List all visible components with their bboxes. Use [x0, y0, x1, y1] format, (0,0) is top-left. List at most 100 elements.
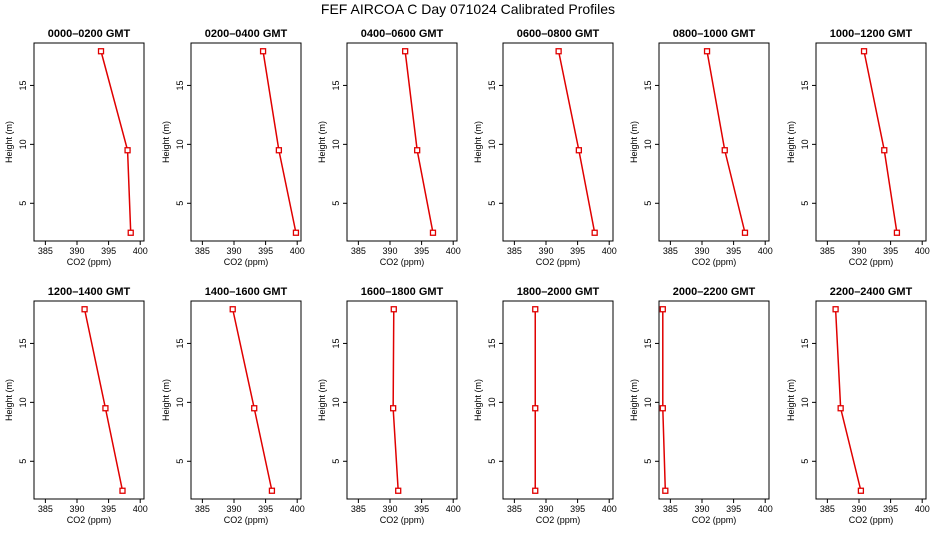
- x-axis-label: CO2 (ppm): [536, 257, 581, 267]
- x-axis-label: CO2 (ppm): [224, 257, 269, 267]
- x-tick-label: 400: [290, 246, 305, 256]
- y-tick-label: 5: [643, 201, 653, 206]
- panel-frame: [502, 42, 614, 242]
- data-point: [893, 229, 901, 236]
- y-tick-label: 5: [175, 459, 185, 464]
- panel-frame: [658, 300, 770, 500]
- y-axis-label: Height (m): [473, 379, 483, 421]
- x-tick-label: 390: [226, 246, 241, 256]
- data-point: [402, 48, 409, 55]
- x-axis-label: CO2 (ppm): [67, 515, 112, 525]
- y-tick-label: 10: [18, 139, 28, 149]
- profile-line: [231, 309, 273, 491]
- panel-frame: [502, 300, 614, 500]
- x-axis-label: CO2 (ppm): [849, 515, 894, 525]
- y-tick-label: 5: [18, 459, 28, 464]
- x-tick-label: 385: [351, 246, 366, 256]
- x-tick-label: 385: [195, 246, 210, 256]
- profile-line: [834, 309, 862, 491]
- y-tick-label: 5: [331, 459, 341, 464]
- panel-title: 0600–0800 GMT: [517, 28, 600, 40]
- y-tick-label: 5: [643, 459, 653, 464]
- y-tick-label: 15: [800, 338, 810, 348]
- data-point: [229, 306, 236, 313]
- data-point: [832, 306, 839, 313]
- x-tick-label: 400: [915, 504, 930, 514]
- panel-title: 0800–1000 GMT: [673, 28, 756, 40]
- data-point: [857, 487, 865, 494]
- panel-title: 1600–1800 GMT: [361, 286, 444, 298]
- panel-frame: [33, 300, 145, 500]
- profile-line: [83, 309, 124, 491]
- y-axis-label: Height (m): [4, 121, 14, 163]
- x-tick-label: 385: [663, 246, 678, 256]
- x-tick-label: 385: [820, 504, 835, 514]
- data-point: [703, 48, 711, 55]
- data-point: [591, 229, 598, 236]
- y-tick-label: 5: [800, 459, 810, 464]
- x-tick-label: 400: [290, 504, 305, 514]
- y-tick-label: 5: [487, 459, 497, 464]
- panel-title: 1200–1400 GMT: [48, 286, 131, 298]
- y-tick-label: 15: [175, 338, 185, 348]
- panel-frame: [33, 42, 145, 242]
- y-tick-label: 10: [331, 397, 341, 407]
- x-axis-label: CO2 (ppm): [380, 515, 425, 525]
- data-point: [532, 405, 539, 412]
- data-point: [532, 487, 539, 494]
- data-point: [555, 48, 562, 55]
- panel-frame: [346, 300, 458, 500]
- data-point: [414, 147, 421, 154]
- y-tick-label: 10: [175, 139, 185, 149]
- y-axis-label: Height (m): [786, 121, 796, 163]
- x-tick-label: 390: [694, 246, 709, 256]
- y-tick-label: 10: [643, 397, 653, 407]
- panel-title: 2200–2400 GMT: [830, 286, 913, 298]
- data-point: [97, 48, 105, 55]
- x-tick-label: 395: [101, 504, 116, 514]
- x-axis-label: CO2 (ppm): [849, 257, 894, 267]
- x-tick-label: 395: [570, 246, 585, 256]
- x-tick-label: 390: [851, 504, 866, 514]
- y-tick-label: 10: [331, 139, 341, 149]
- y-tick-label: 15: [175, 80, 185, 90]
- x-axis-label: CO2 (ppm): [224, 515, 269, 525]
- x-tick-label: 400: [758, 504, 773, 514]
- y-tick-label: 10: [487, 397, 497, 407]
- y-tick-label: 10: [18, 397, 28, 407]
- page-title: FEF AIRCOA C Day 071024 Calibrated Profi…: [320, 1, 616, 17]
- y-tick-label: 5: [18, 201, 28, 206]
- x-tick-label: 395: [101, 246, 116, 256]
- x-tick-label: 385: [351, 504, 366, 514]
- panel-frame: [346, 42, 458, 242]
- y-tick-label: 5: [331, 201, 341, 206]
- profile-line: [863, 51, 898, 233]
- x-tick-label: 395: [570, 504, 585, 514]
- data-point: [662, 487, 669, 494]
- panel-frame: [190, 42, 302, 242]
- y-tick-label: 5: [487, 201, 497, 206]
- x-tick-label: 385: [195, 504, 210, 514]
- x-tick-label: 385: [507, 504, 522, 514]
- x-tick-label: 390: [69, 504, 84, 514]
- y-axis-label: Height (m): [4, 379, 14, 421]
- x-tick-label: 400: [915, 246, 930, 256]
- y-axis-label: Height (m): [317, 379, 327, 421]
- data-point: [395, 487, 402, 494]
- data-point: [721, 147, 728, 154]
- x-tick-label: 395: [883, 504, 898, 514]
- y-tick-label: 10: [643, 139, 653, 149]
- x-tick-label: 385: [663, 504, 678, 514]
- x-tick-label: 390: [382, 504, 397, 514]
- x-tick-label: 395: [258, 504, 273, 514]
- x-tick-label: 395: [258, 246, 273, 256]
- data-point: [659, 306, 666, 313]
- y-tick-label: 15: [800, 80, 810, 90]
- panel-title: 0400–0600 GMT: [361, 28, 444, 40]
- data-point: [119, 487, 126, 494]
- data-point: [259, 48, 267, 55]
- y-tick-label: 5: [800, 201, 810, 206]
- y-tick-label: 15: [487, 80, 497, 90]
- y-tick-label: 15: [643, 80, 653, 90]
- data-point: [741, 229, 749, 236]
